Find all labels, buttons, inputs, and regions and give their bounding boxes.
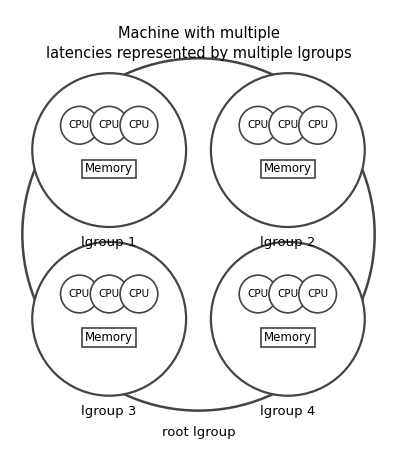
Circle shape bbox=[91, 106, 128, 144]
Circle shape bbox=[299, 275, 336, 313]
Text: CPU: CPU bbox=[98, 289, 120, 299]
FancyBboxPatch shape bbox=[82, 328, 137, 347]
Circle shape bbox=[299, 106, 336, 144]
Circle shape bbox=[239, 275, 277, 313]
Circle shape bbox=[211, 73, 365, 227]
Circle shape bbox=[32, 73, 186, 227]
Text: lgroup 4: lgroup 4 bbox=[260, 405, 316, 418]
Circle shape bbox=[91, 275, 128, 313]
Text: lgroup 1: lgroup 1 bbox=[81, 236, 137, 249]
Circle shape bbox=[269, 275, 306, 313]
Text: CPU: CPU bbox=[128, 120, 150, 130]
Text: CPU: CPU bbox=[277, 120, 299, 130]
FancyBboxPatch shape bbox=[260, 328, 315, 347]
Text: CPU: CPU bbox=[69, 120, 90, 130]
Text: CPU: CPU bbox=[307, 289, 328, 299]
Circle shape bbox=[211, 242, 365, 396]
Circle shape bbox=[120, 106, 158, 144]
Text: Memory: Memory bbox=[85, 163, 133, 175]
Text: CPU: CPU bbox=[247, 289, 269, 299]
Circle shape bbox=[32, 242, 186, 396]
Text: latencies represented by multiple lgroups: latencies represented by multiple lgroup… bbox=[46, 46, 351, 61]
FancyBboxPatch shape bbox=[82, 159, 137, 178]
Text: Memory: Memory bbox=[264, 331, 312, 344]
Text: lgroup 2: lgroup 2 bbox=[260, 236, 316, 249]
Circle shape bbox=[120, 275, 158, 313]
Circle shape bbox=[60, 275, 98, 313]
Text: CPU: CPU bbox=[128, 289, 150, 299]
Circle shape bbox=[60, 106, 98, 144]
Circle shape bbox=[22, 58, 375, 410]
Text: CPU: CPU bbox=[247, 120, 269, 130]
Text: CPU: CPU bbox=[307, 120, 328, 130]
Text: Memory: Memory bbox=[264, 163, 312, 175]
Text: CPU: CPU bbox=[69, 289, 90, 299]
Circle shape bbox=[239, 106, 277, 144]
FancyBboxPatch shape bbox=[260, 159, 315, 178]
Text: lgroup 3: lgroup 3 bbox=[81, 405, 137, 418]
Circle shape bbox=[269, 106, 306, 144]
Text: Memory: Memory bbox=[85, 331, 133, 344]
Text: CPU: CPU bbox=[98, 120, 120, 130]
Text: CPU: CPU bbox=[277, 289, 299, 299]
Text: Machine with multiple: Machine with multiple bbox=[118, 26, 279, 41]
Text: root lgroup: root lgroup bbox=[162, 426, 235, 439]
